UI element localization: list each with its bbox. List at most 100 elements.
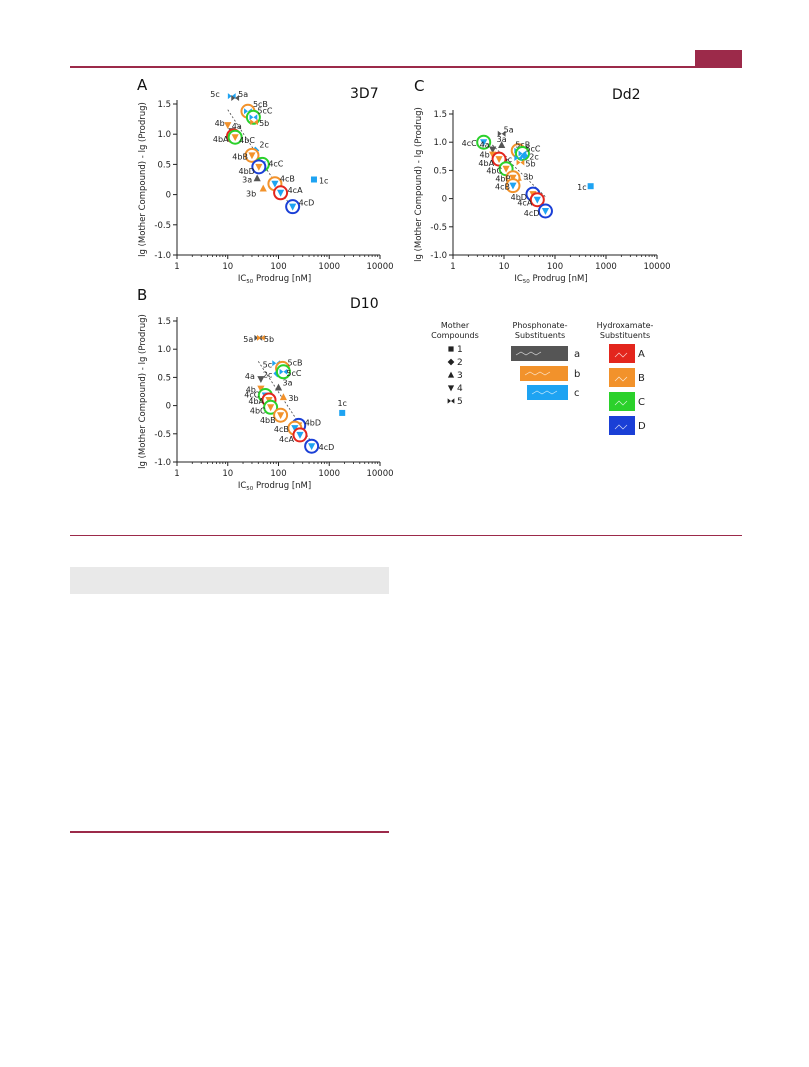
data-point: 4cA bbox=[273, 185, 303, 201]
data-point: 3b bbox=[246, 184, 267, 199]
point-marker bbox=[520, 151, 529, 160]
data-point: 4cA bbox=[517, 192, 545, 208]
point-label: 3b bbox=[246, 190, 256, 199]
chart-panel-B: B D10 1 10 100 1000 10000 1.5 1.0 0.5 0 -0.5 -1.0 lg … bbox=[137, 286, 394, 492]
point-marker bbox=[224, 122, 232, 130]
x-tick-label: 10 bbox=[222, 469, 233, 479]
y-tick-label: -0.5 bbox=[154, 221, 171, 231]
legend-mother-marker bbox=[447, 358, 455, 366]
legend-mother-label: 5 bbox=[457, 397, 463, 407]
x-tick-label: 100 bbox=[270, 262, 286, 272]
point-label: 4bD bbox=[511, 193, 527, 202]
legend-phosphonate-label: a bbox=[574, 349, 580, 360]
data-point: 4b bbox=[215, 119, 232, 130]
point-marker bbox=[498, 141, 506, 149]
y-tick-label: 1.0 bbox=[157, 345, 171, 355]
point-label: 4bC bbox=[239, 136, 255, 145]
point-label: 1c bbox=[337, 399, 347, 408]
legend-hydroxamate-label: C bbox=[638, 397, 645, 408]
y-tick-label: -1.0 bbox=[154, 458, 171, 468]
y-tick-label: 0.5 bbox=[157, 160, 171, 170]
point-label: 4cA bbox=[288, 186, 303, 195]
point-label: 5a bbox=[238, 90, 248, 99]
y-tick-label: 1.5 bbox=[157, 317, 171, 327]
point-label: 5cB bbox=[253, 100, 268, 109]
data-point: 4cD bbox=[285, 199, 314, 215]
point-label: 5b bbox=[525, 160, 535, 169]
x-axis-label-rest: Prodrug [nM] bbox=[253, 274, 311, 284]
point-marker bbox=[274, 383, 283, 391]
legend-hydroxamate-swatch bbox=[609, 344, 635, 363]
section-rule bbox=[70, 831, 389, 833]
panel-letter: C bbox=[414, 77, 424, 95]
point-marker bbox=[514, 154, 523, 161]
data-point: 4cD bbox=[524, 203, 553, 219]
x-tick-label: 1 bbox=[174, 469, 179, 479]
y-tick-label: 0 bbox=[166, 191, 171, 201]
point-marker bbox=[495, 156, 503, 164]
chart-panel-A: A 3D7 1 10 100 1000 10000 1.5 1.0 0.5 0 -0.5 -1.0 lg … bbox=[137, 76, 394, 285]
x-axis-label-sub: 50 bbox=[523, 279, 530, 285]
point-label: 5cC bbox=[525, 144, 540, 153]
legend-hydroxamate-label: D bbox=[638, 421, 646, 432]
legend-structure-sketch bbox=[614, 376, 628, 382]
data-point: 3a bbox=[497, 135, 507, 149]
point-label: 3a bbox=[283, 379, 293, 388]
point-marker bbox=[509, 182, 517, 190]
point-marker bbox=[279, 393, 288, 401]
legend-hydroxamate-swatch bbox=[609, 368, 635, 387]
y-tick-label: -1.0 bbox=[154, 251, 171, 261]
point-marker bbox=[541, 208, 550, 215]
point-marker bbox=[502, 165, 510, 173]
data-point: 4bB bbox=[232, 147, 260, 163]
point-marker bbox=[279, 368, 288, 375]
point-marker bbox=[516, 159, 525, 166]
point-label: 4b bbox=[215, 119, 225, 128]
point-marker bbox=[497, 130, 506, 137]
data-point: 3a bbox=[242, 174, 261, 184]
x-tick-label: 10 bbox=[499, 262, 510, 272]
point-label: 4cC bbox=[462, 139, 477, 148]
data-point: 5b bbox=[257, 334, 274, 344]
legend-mother-label: 2 bbox=[457, 358, 463, 368]
point-marker bbox=[253, 174, 261, 182]
data-point: 2c bbox=[520, 151, 539, 162]
point-label: 5a bbox=[504, 126, 514, 135]
point-label: 4b bbox=[480, 151, 490, 160]
data-point: 5a bbox=[231, 90, 248, 101]
point-marker bbox=[289, 203, 297, 211]
point-label: 2c bbox=[529, 153, 539, 162]
point-label: 5cC bbox=[257, 106, 272, 115]
x-axis-label-rest: Prodrug [nM] bbox=[253, 481, 311, 491]
point-marker bbox=[231, 134, 239, 142]
point-label: 1c bbox=[577, 183, 587, 192]
point-label: 5c bbox=[210, 90, 220, 99]
point-marker bbox=[308, 443, 316, 451]
data-point: 1c bbox=[577, 183, 594, 192]
point-marker bbox=[533, 196, 541, 204]
point-marker bbox=[255, 163, 263, 171]
legend-mother-marker bbox=[448, 346, 454, 352]
x-axis-label-sub: 50 bbox=[246, 279, 253, 285]
point-label: 5c bbox=[503, 155, 513, 164]
point-label: 4bB bbox=[260, 416, 276, 425]
point-label: 4cD bbox=[319, 443, 335, 452]
legend-structure-sketch bbox=[614, 424, 628, 430]
point-label: 3b bbox=[288, 394, 298, 403]
data-point: 3b bbox=[279, 393, 299, 403]
point-label: 4cC bbox=[244, 390, 259, 399]
data-point: 4cA bbox=[279, 427, 308, 444]
x-axis-label-ic: IC bbox=[514, 274, 523, 284]
figure-bottom-rule bbox=[70, 535, 742, 536]
y-axis-label: lg (Mother Compound) - lg (Prodrug) bbox=[414, 107, 424, 262]
point-label: 4cB bbox=[280, 175, 295, 184]
x-axis-label: IC50 Prodrug [nM] bbox=[514, 274, 587, 285]
panel-strain-title: Dd2 bbox=[612, 87, 641, 103]
legend-mother-marker bbox=[447, 371, 455, 378]
y-tick-label: 0 bbox=[442, 195, 447, 205]
point-label: 4bB bbox=[232, 152, 248, 161]
y-tick-label: 1.5 bbox=[157, 100, 171, 110]
x-axis-label: IC50 Prodrug [nM] bbox=[238, 481, 311, 492]
x-tick-label: 10000 bbox=[366, 469, 393, 479]
point-marker bbox=[291, 425, 299, 433]
